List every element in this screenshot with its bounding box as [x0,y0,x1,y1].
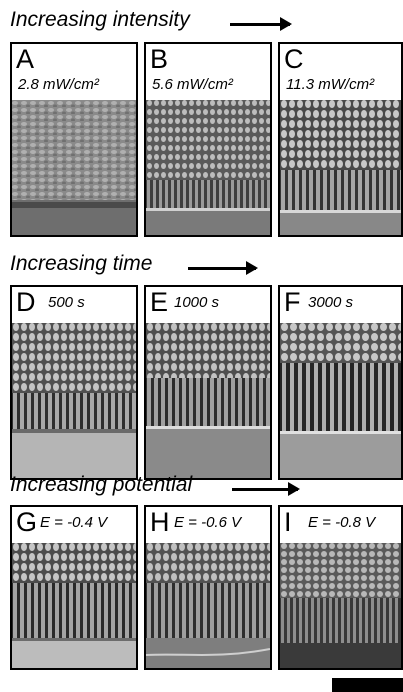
panel-letter: C [284,44,304,74]
panel-c: C 11.3 mW/cm² [278,42,403,237]
panel-letter: B [150,44,169,74]
panel-letter: A [16,44,35,74]
panel-condition: 1000 s [174,294,220,311]
panel-condition: 11.3 mW/cm² [286,76,375,93]
sem-image-e [146,323,270,478]
panel-letter: H [150,507,170,537]
panel-b: B 5.6 mW/cm² [144,42,272,237]
panel-condition: E = -0.8 V [308,514,376,531]
panel-h: H E = -0.6 V [144,505,272,670]
arrow-right-icon [232,482,300,496]
panel-a: A 2.8 mW/cm² [10,42,138,237]
row-title-potential: Increasing potential [10,473,193,496]
panel-f: F 3000 s [278,285,403,480]
arrow-right-icon [188,261,258,275]
panel-condition: 2.8 mW/cm² [18,76,99,93]
panel-letter: G [16,507,38,537]
row-title-time: Increasing time [10,252,153,275]
panel-letter: F [284,287,301,317]
panel-letter: D [16,287,36,317]
sem-image-c [280,100,401,235]
scale-bar [332,678,403,692]
row-title-intensity: Increasing intensity [10,8,190,31]
panel-condition: 5.6 mW/cm² [152,76,233,93]
panel-e: E 1000 s [144,285,272,480]
sem-image-d [12,323,136,478]
sem-image-b [146,100,270,235]
sem-image-a [12,100,136,235]
arrow-right-icon [230,17,292,31]
sem-image-f [280,323,401,478]
panel-letter: E [150,287,169,317]
sem-image-i [280,543,401,668]
panel-letter: I [284,507,292,537]
panel-d: D 500 s [10,285,138,480]
panel-condition: E = -0.4 V [40,514,108,531]
sem-image-g [12,543,136,668]
panel-condition: E = -0.6 V [174,514,242,531]
panel-condition: 3000 s [308,294,354,311]
panel-condition: 500 s [48,294,85,311]
panel-i: I E = -0.8 V [278,505,403,670]
sem-image-h [146,543,270,668]
panel-g: G E = -0.4 V [10,505,138,670]
